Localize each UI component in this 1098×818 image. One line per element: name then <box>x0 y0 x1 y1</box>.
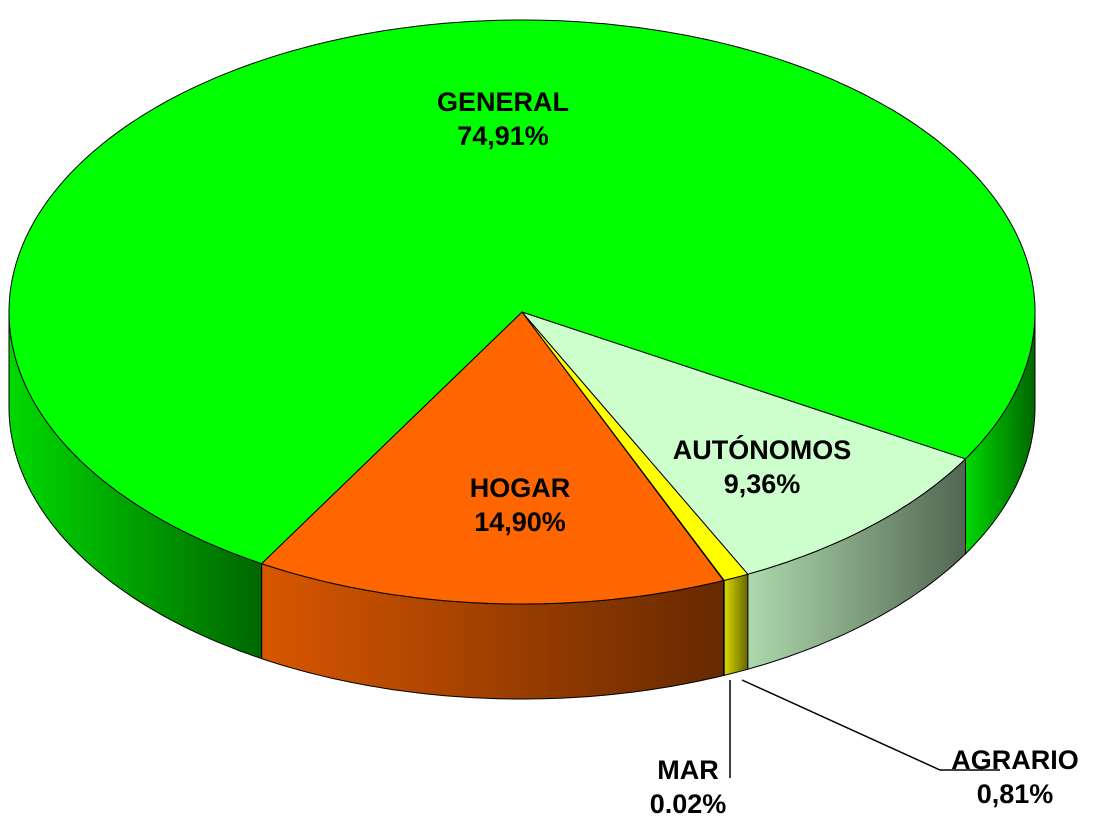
slice-value-label: 74,91% <box>457 121 549 151</box>
slice-value-label: 14,90% <box>474 507 566 537</box>
leader-line <box>741 679 1000 771</box>
slice-value-label: 0,81% <box>977 779 1054 809</box>
slice-side-shade <box>724 574 748 676</box>
slice-value-label: 0.02% <box>650 789 727 818</box>
slice <box>520 310 967 575</box>
slice-side-shade <box>9 312 262 659</box>
slice-label: MAR <box>657 755 719 785</box>
slice <box>8 19 1036 565</box>
slice-label: AUTÓNOMOS <box>673 434 852 465</box>
slice-label: GENERAL <box>437 87 569 117</box>
slice-label: HOGAR <box>470 473 571 503</box>
slice-value-label: 9,36% <box>724 469 801 499</box>
slice-side-shade <box>261 563 724 699</box>
slice <box>260 311 725 605</box>
slice-side-shade <box>965 312 1035 554</box>
slice-side-shade <box>747 458 966 670</box>
slice-label: AGRARIO <box>951 745 1079 775</box>
